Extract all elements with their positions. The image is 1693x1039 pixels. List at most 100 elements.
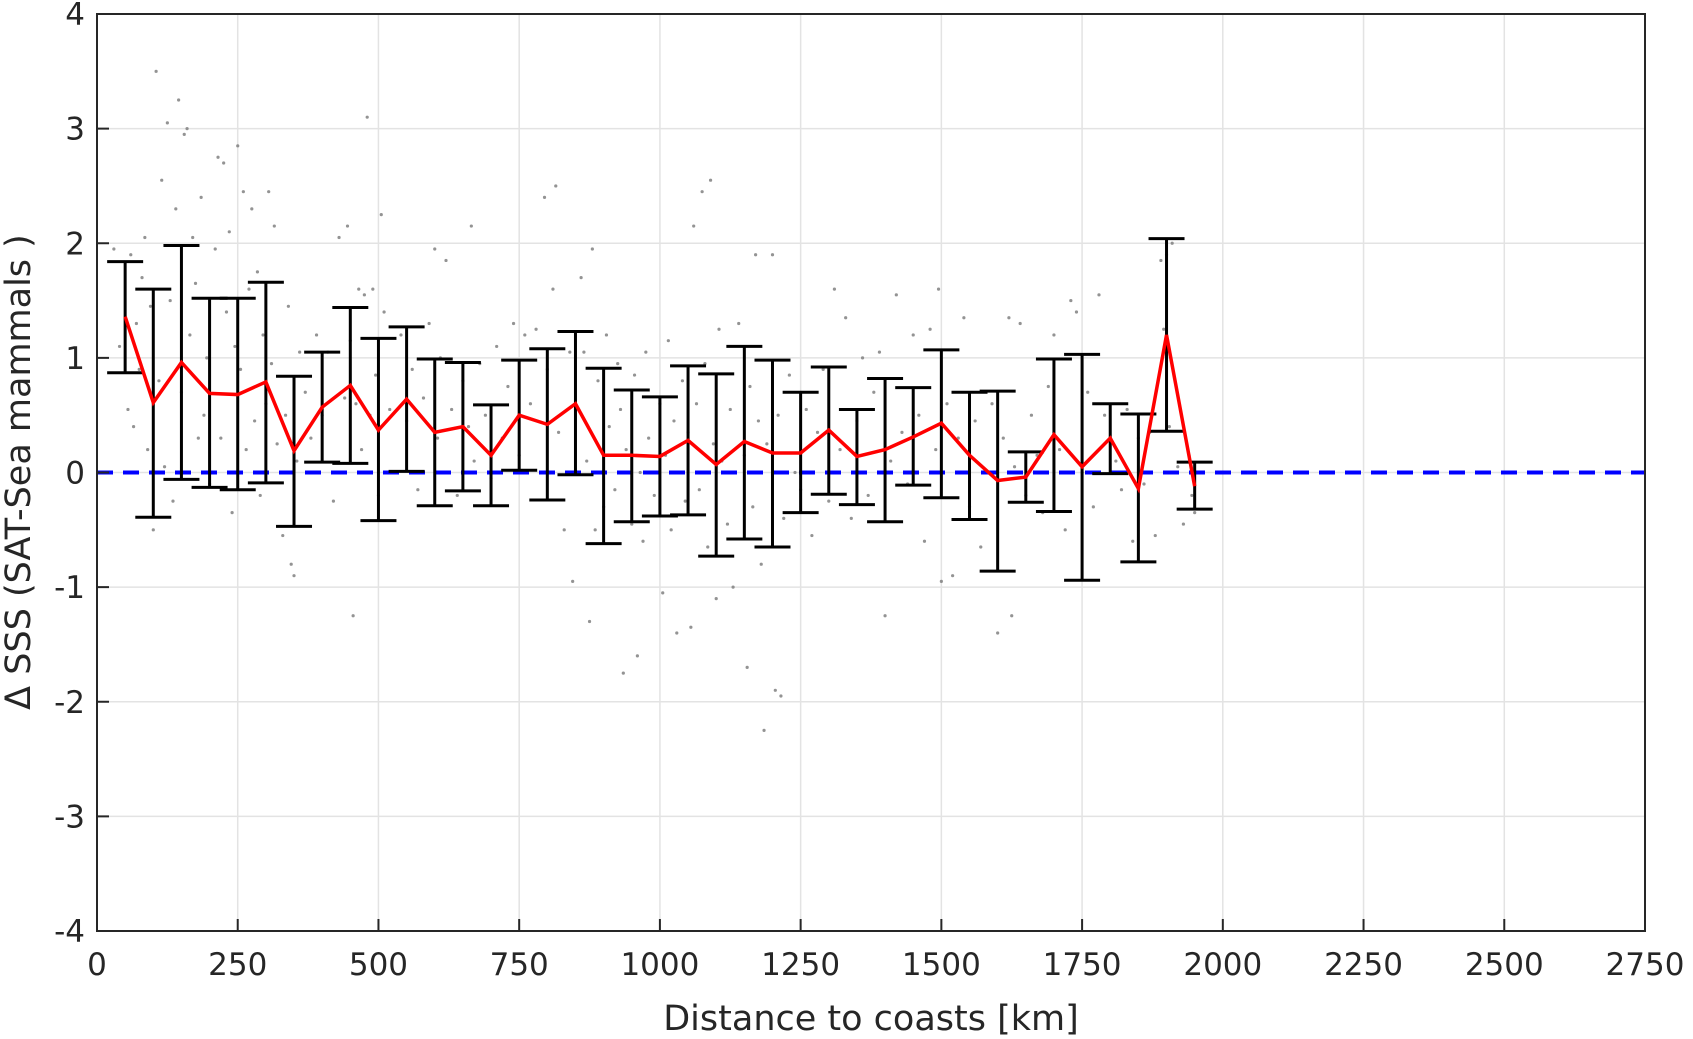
scatter-point — [241, 190, 245, 194]
scatter-point — [1181, 522, 1186, 526]
scatter-point — [160, 178, 164, 182]
scatter-point — [759, 562, 763, 566]
scatter-point — [936, 287, 941, 291]
scatter-point — [331, 499, 336, 503]
scatter-point — [725, 522, 730, 526]
scatter-point — [849, 516, 853, 520]
scatter-point — [922, 539, 927, 543]
scatter-point — [275, 442, 279, 446]
scatter-point — [227, 230, 231, 234]
scatter-point — [188, 333, 192, 337]
scatter-point — [253, 419, 257, 423]
scatter-point — [433, 247, 437, 251]
scatter-point — [652, 493, 656, 498]
scatter-point — [185, 127, 189, 131]
scatter-point — [427, 321, 431, 326]
y-tick-label: 4 — [65, 0, 85, 33]
scatter-point — [1046, 384, 1050, 389]
scatter-point — [683, 499, 687, 503]
scatter-point — [193, 281, 198, 285]
scatter-point — [827, 499, 831, 503]
x-tick-label: 500 — [349, 947, 408, 983]
scatter-point — [295, 459, 299, 463]
scatter-point — [1010, 614, 1014, 618]
scatter-point — [382, 310, 386, 314]
scatter-point — [289, 562, 293, 566]
scatter-point — [945, 402, 949, 406]
scatter-point — [748, 384, 752, 389]
scatter-point — [238, 367, 243, 371]
scatter-point — [607, 425, 611, 429]
x-tick-label: 1250 — [761, 947, 840, 983]
scatter-point — [1176, 465, 1180, 469]
scatter-point — [224, 310, 229, 314]
scatter-point — [469, 224, 473, 228]
scatter-point — [365, 115, 369, 119]
scatter-point — [286, 304, 290, 308]
scatter-point — [466, 425, 471, 429]
scatter-point — [675, 631, 679, 635]
scatter-point — [244, 447, 248, 452]
scatter-point — [314, 333, 319, 337]
scatter-point — [171, 499, 175, 503]
scatter-point — [587, 619, 592, 624]
scatter-point — [357, 287, 361, 291]
scatter-point — [303, 390, 307, 394]
scatter-point — [258, 493, 262, 498]
x-tick-label: 2500 — [1465, 947, 1544, 983]
y-tick-label: 3 — [65, 112, 85, 148]
scatter-point — [216, 155, 220, 159]
scatter-point — [140, 276, 144, 280]
scatter-point — [1012, 465, 1017, 469]
scatter-point — [804, 407, 808, 412]
scatter-point — [632, 373, 637, 377]
scatter-point — [1063, 528, 1067, 532]
scatter-point — [371, 287, 375, 291]
scatter-point — [450, 407, 454, 412]
scatter-point — [495, 344, 499, 349]
scatter-point — [131, 425, 136, 429]
y-tick-label: -3 — [54, 799, 85, 835]
scatter-point — [889, 459, 893, 463]
scatter-point — [1097, 293, 1101, 297]
scatter-point — [483, 413, 488, 417]
scatter-point — [613, 488, 617, 492]
scatter-point — [1114, 459, 1118, 463]
scatter-point — [281, 533, 285, 538]
y-tick-label: 1 — [65, 341, 85, 377]
y-tick-label: 2 — [65, 226, 85, 262]
scatter-point — [689, 625, 693, 629]
scatter-point — [126, 407, 130, 412]
scatter-point — [779, 694, 783, 698]
scatter-point — [1190, 493, 1194, 498]
scatter-point — [894, 293, 898, 297]
scatter-point — [1125, 407, 1129, 412]
scatter-point — [579, 276, 583, 280]
scatter-point — [554, 184, 558, 188]
scatter-point — [1193, 511, 1197, 515]
scatter-point — [593, 528, 597, 532]
scatter-point — [283, 413, 288, 417]
scatter-point — [298, 350, 302, 354]
x-tick-label: 2750 — [1606, 947, 1685, 983]
scatter-point — [877, 350, 882, 354]
scatter-point — [590, 247, 594, 251]
scatter-point — [444, 258, 448, 263]
scatter-point — [596, 379, 600, 383]
scatter-point — [568, 350, 572, 354]
scatter-point — [511, 321, 516, 326]
scatter-point — [810, 533, 814, 538]
scatter-point — [399, 333, 403, 337]
y-tick-label: 0 — [65, 456, 85, 492]
x-tick-label: 1500 — [902, 947, 981, 983]
x-tick-label: 2000 — [1183, 947, 1262, 983]
scatter-point — [1057, 447, 1062, 452]
scatter-point — [917, 413, 921, 417]
y-tick-label: -2 — [54, 685, 85, 721]
scatter-point — [506, 384, 510, 389]
scatter-point — [196, 436, 200, 440]
scatter-point — [1103, 413, 1107, 417]
scatter-point — [222, 161, 226, 165]
